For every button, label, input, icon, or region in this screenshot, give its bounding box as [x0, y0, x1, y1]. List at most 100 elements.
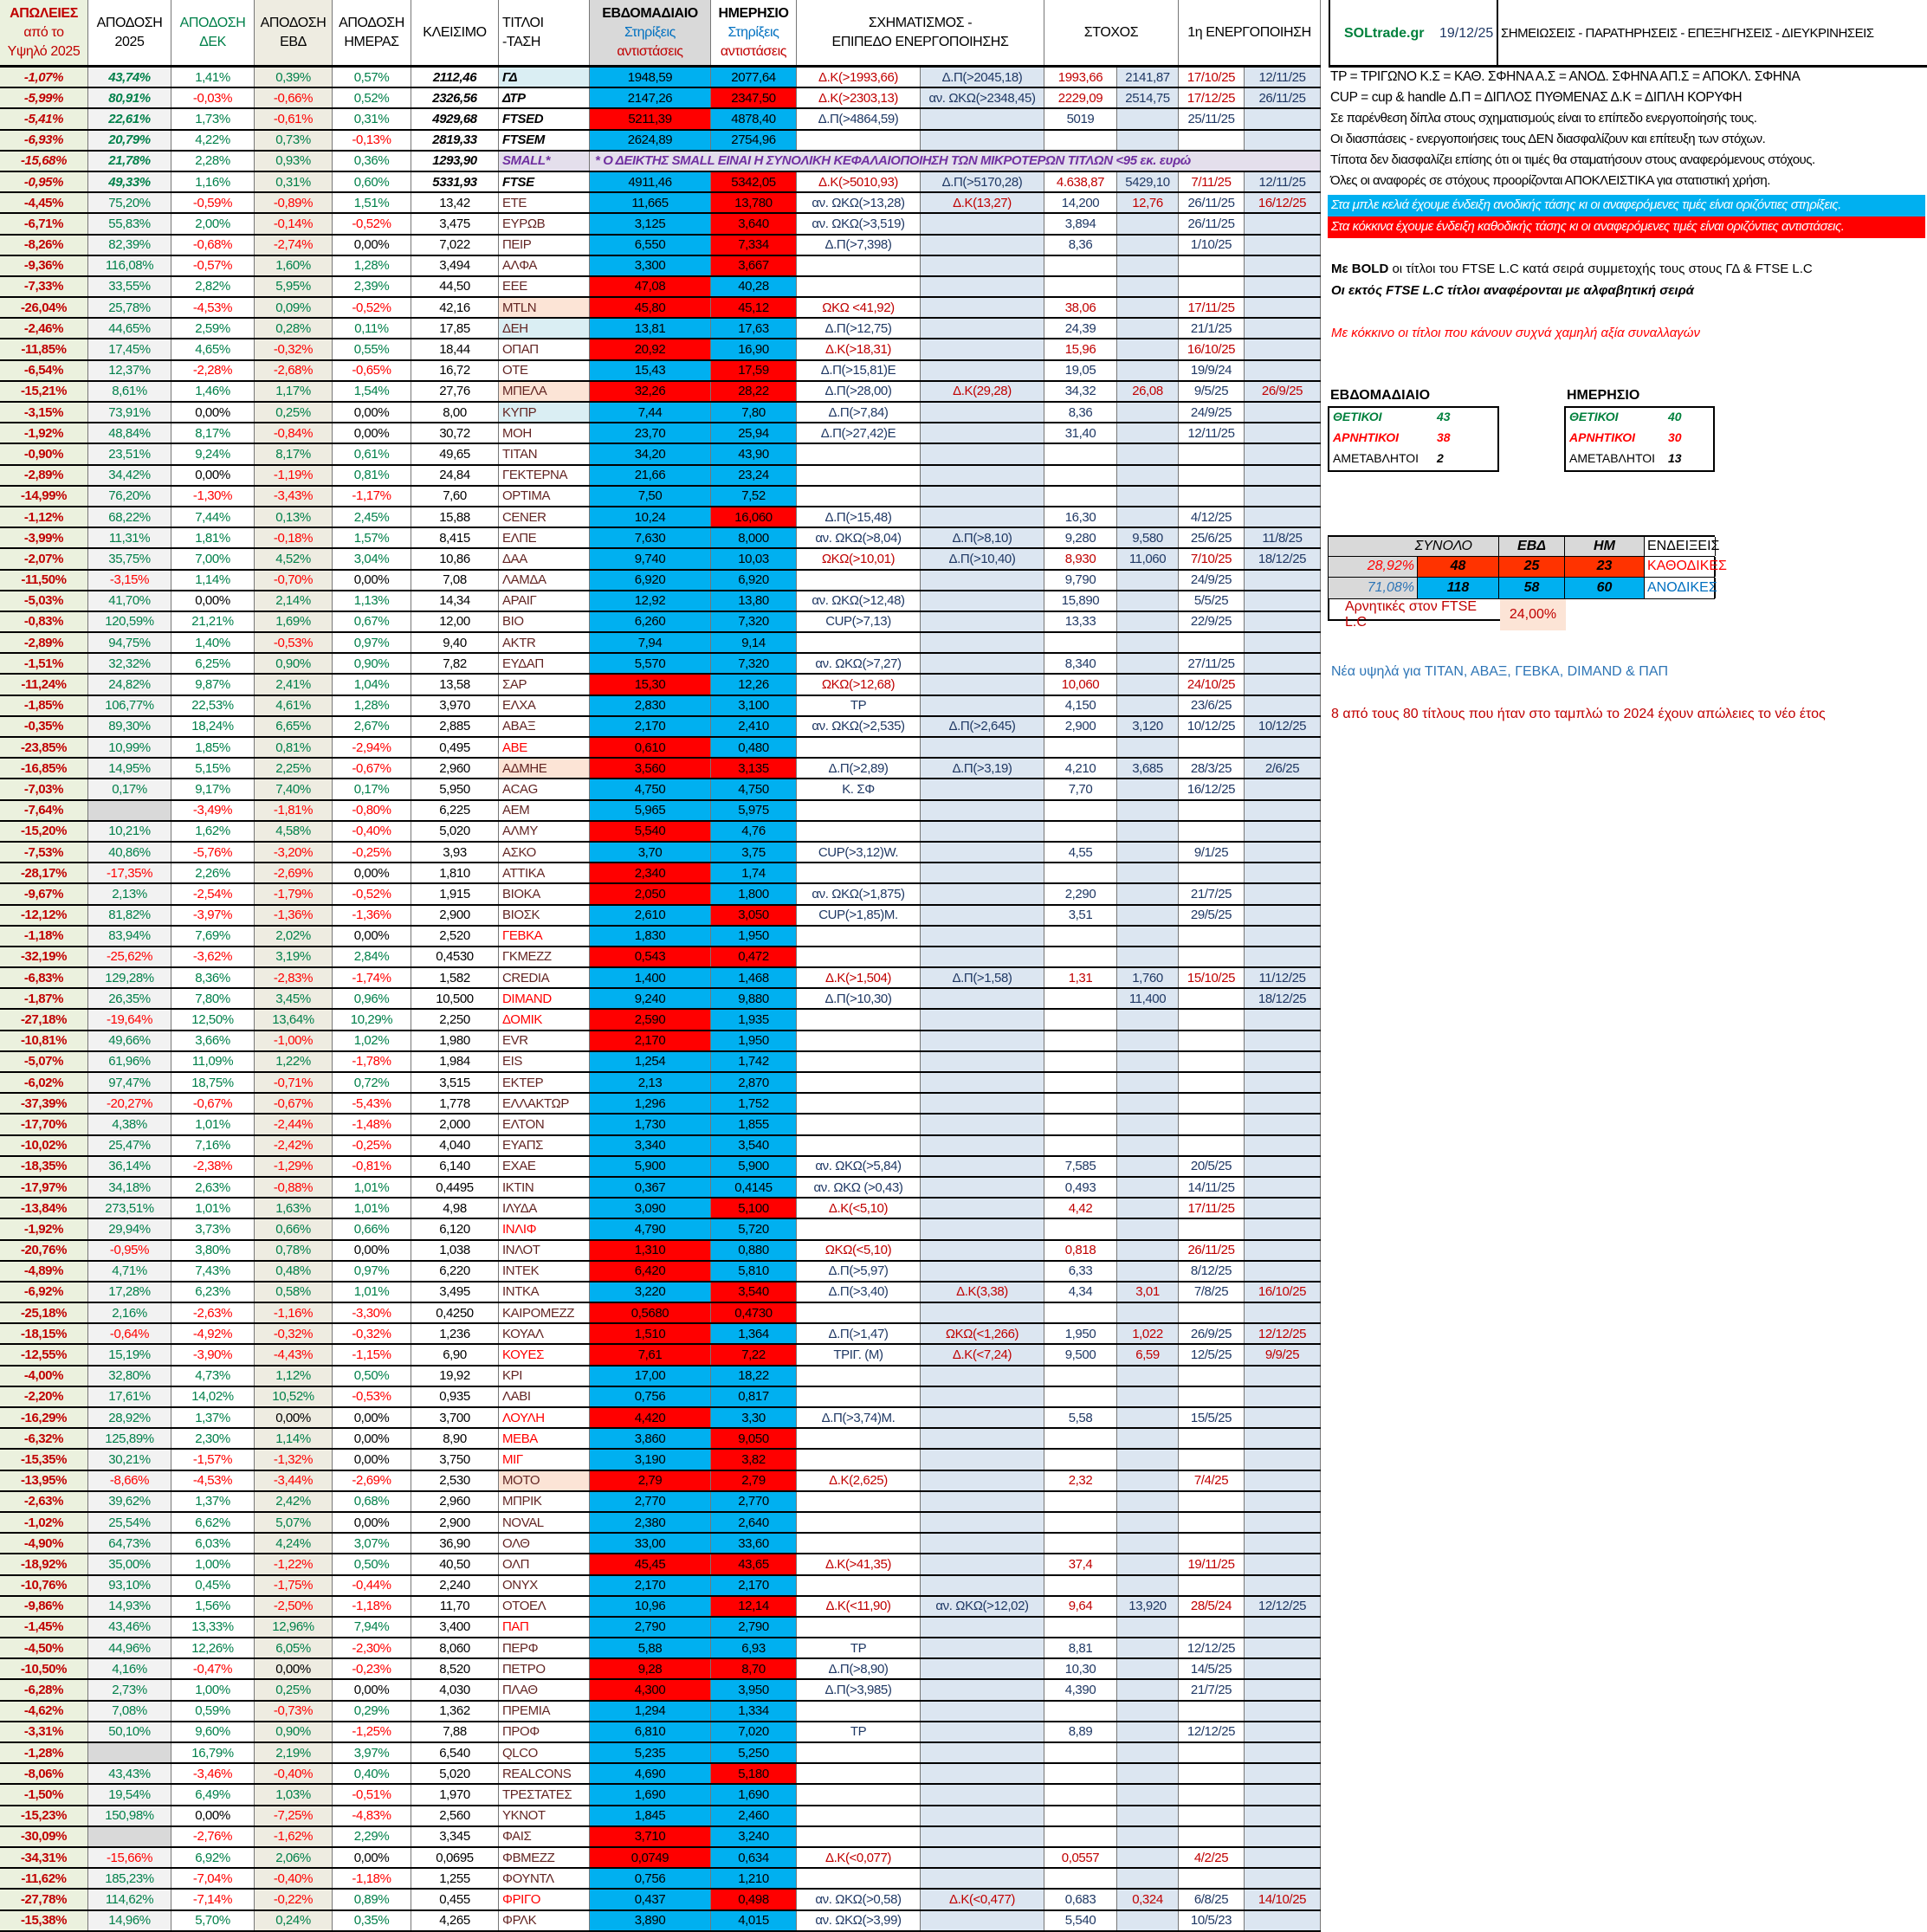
ticker-cell: ΠΡΟΦ [499, 1722, 590, 1741]
return-2025-cell: 48,84% [88, 423, 171, 443]
return-dec-cell: 13,33% [171, 1617, 255, 1638]
ticker-cell: ΚΡΙ [499, 1366, 590, 1386]
ticker-cell: CENER [499, 507, 590, 527]
weekly-level-cell: 2,380 [590, 1512, 711, 1533]
table-row: -7,53% 40,86% -5,76% -3,20% -0,25% 3,93 ΑΣΚΟ 3,… [0, 842, 1321, 864]
table-row: -6,28% 2,73% 1,00% 0,25% 0,00% 4,030 ΠΛΑΘ 4,300… [0, 1680, 1321, 1702]
target-1-cell [1044, 255, 1117, 275]
close-cell: 3,700 [411, 1408, 499, 1428]
return-2025-cell: 2,73% [88, 1680, 171, 1700]
activation-1-cell: 7/11/25 [1179, 171, 1245, 192]
target-2-cell [1117, 1261, 1179, 1281]
table-row: -0,35% 89,30% 18,24% 6,65% 2,67% 2,885 ΑΒΑΞ 2,1… [0, 716, 1321, 738]
weekly-level-cell: 6,920 [590, 570, 711, 590]
return-dec-cell: 6,25% [171, 654, 255, 674]
weekly-level-cell: 21,66 [590, 465, 711, 485]
table-row: -7,03% 0,17% 9,17% 7,40% 0,17% 5,950 ACAG 4,750… [0, 779, 1321, 801]
pattern-2-cell [921, 255, 1044, 275]
pattern-1-cell [797, 1617, 921, 1638]
return-dec-cell: 5,15% [171, 759, 255, 779]
activation-1-cell [1179, 1010, 1245, 1030]
pattern-1-cell: Δ.Π(>3,74)Μ. [797, 1408, 921, 1428]
pattern-1-cell [797, 444, 921, 464]
unch-count: 2 [1437, 451, 1444, 465]
pattern-2-cell [921, 1722, 1044, 1741]
table-row: -9,86% 14,93% 1,56% -2,50% -1,18% 11,70 ΟΤΟΕΛ 1… [0, 1596, 1321, 1618]
daily-level-cell: 17,63 [711, 319, 797, 339]
activation-1-cell: 7/8/25 [1179, 1282, 1245, 1302]
target-2-cell [1117, 1701, 1179, 1721]
loss-cell: -9,36% [0, 255, 88, 275]
weekly-level-cell: 0,367 [590, 1177, 711, 1198]
daily-level-cell: 2077,64 [711, 68, 797, 87]
pattern-2-cell [921, 298, 1044, 318]
weekly-level-cell: 5,965 [590, 800, 711, 820]
table-row: -4,00% 32,80% 4,73% 1,12% 0,50% 19,92 ΚΡΙ 17,00… [0, 1366, 1321, 1387]
daily-level-cell: 25,94 [711, 423, 797, 443]
target-1-cell: 31,40 [1044, 423, 1117, 443]
table-row: -2,46% 44,65% 2,59% 0,28% 0,11% 17,85 ΔΕΗ 13,81… [0, 319, 1321, 340]
target-2-cell [1117, 1219, 1179, 1239]
return-day-cell: -0,44% [333, 1575, 411, 1595]
signals-table: ΣΥΝΟΛΟ ΕΒΔ ΗΜ ΕΝΔΕΙΞΕΙΣ 28,92% 48 25 23 … [1328, 535, 1727, 630]
return-day-cell: 0,00% [333, 1512, 411, 1533]
unch-label: ΑΜΕΤΑΒΛΗΤΟΙ [1333, 451, 1419, 465]
return-2025-cell: 24,82% [88, 675, 171, 695]
daily-level-cell: 7,020 [711, 1722, 797, 1741]
return-week-cell: 0,25% [255, 1680, 333, 1700]
pattern-2-cell: Δ.Κ(13,27) [921, 193, 1044, 213]
target-1-cell [1044, 863, 1117, 883]
weekly-level-cell: 2,830 [590, 695, 711, 715]
header-text: Στηρίξεις [727, 24, 779, 40]
activation-1-cell: 4/2/25 [1179, 1847, 1245, 1868]
return-2025-cell: -0,95% [88, 1240, 171, 1260]
close-cell: 0,4250 [411, 1303, 499, 1323]
target-1-cell: 8,36 [1044, 235, 1117, 255]
ticker-cell: ΤΙΤΑΝ [499, 444, 590, 464]
header-losses: ΑΠΩΛΕΙΕΣ από το Υψηλό 2025 [0, 0, 88, 65]
activation-2-cell [1245, 486, 1321, 506]
return-day-cell: 0,67% [333, 611, 411, 632]
loss-cell: -4,00% [0, 1366, 88, 1386]
target-2-cell [1117, 884, 1179, 904]
activation-2-cell [1245, 130, 1321, 150]
pattern-1-cell [797, 1366, 921, 1386]
pattern-2-cell: Δ.Κ(29,28) [921, 381, 1044, 401]
weekly-level-cell: 2,79 [590, 1470, 711, 1490]
weekly-stats-title: ΕΒΔΟΜΑΔΙΑΙΟ [1330, 388, 1431, 403]
table-row: -1,45% 43,46% 13,33% 12,96% 7,94% 3,400 ΠΑΠ 2,7… [0, 1617, 1321, 1639]
return-week-cell: 4,24% [255, 1534, 333, 1554]
daily-level-cell: 8,000 [711, 528, 797, 548]
close-cell: 3,970 [411, 695, 499, 715]
return-week-cell: 3,45% [255, 989, 333, 1009]
return-2025-cell: 29,94% [88, 1219, 171, 1239]
return-week-cell: -3,20% [255, 842, 333, 863]
activation-2-cell [1245, 611, 1321, 632]
weekly-level-cell: 2,170 [590, 716, 711, 736]
daily-level-cell: 3,30 [711, 1408, 797, 1428]
activation-1-cell [1179, 821, 1245, 841]
close-cell: 44,50 [411, 276, 499, 297]
ticker-cell: ΜΙΓ [499, 1450, 590, 1470]
ticker-cell: ΕΥΑΠΣ [499, 1135, 590, 1155]
weekly-level-cell: 4,690 [590, 1764, 711, 1784]
return-week-cell: 2,19% [255, 1743, 333, 1763]
pattern-1-cell [797, 863, 921, 883]
activation-2-cell [1245, 1240, 1321, 1260]
target-1-cell [1044, 1534, 1117, 1554]
return-week-cell: 2,06% [255, 1847, 333, 1868]
loss-cell: -7,64% [0, 800, 88, 820]
pattern-2-cell [921, 738, 1044, 758]
ticker-cell: SMALL* [499, 151, 590, 171]
return-week-cell: -1,19% [255, 465, 333, 485]
target-2-cell: 3,01 [1117, 1282, 1179, 1302]
return-dec-cell: -1,30% [171, 486, 255, 506]
loss-cell: -0,35% [0, 716, 88, 736]
table-row: -15,35% 30,21% -1,57% -1,32% 0,00% 3,750 ΜΙΓ 3,… [0, 1450, 1321, 1471]
loss-cell: -6,71% [0, 214, 88, 234]
header-text: 1η ΕΝΕΡΓΟΠΟΙΗΣΗ [1187, 24, 1311, 40]
activation-2-cell [1245, 884, 1321, 904]
activation-1-cell [1179, 1429, 1245, 1449]
daily-level-cell: 5,720 [711, 1219, 797, 1239]
return-week-cell: -1,29% [255, 1156, 333, 1176]
